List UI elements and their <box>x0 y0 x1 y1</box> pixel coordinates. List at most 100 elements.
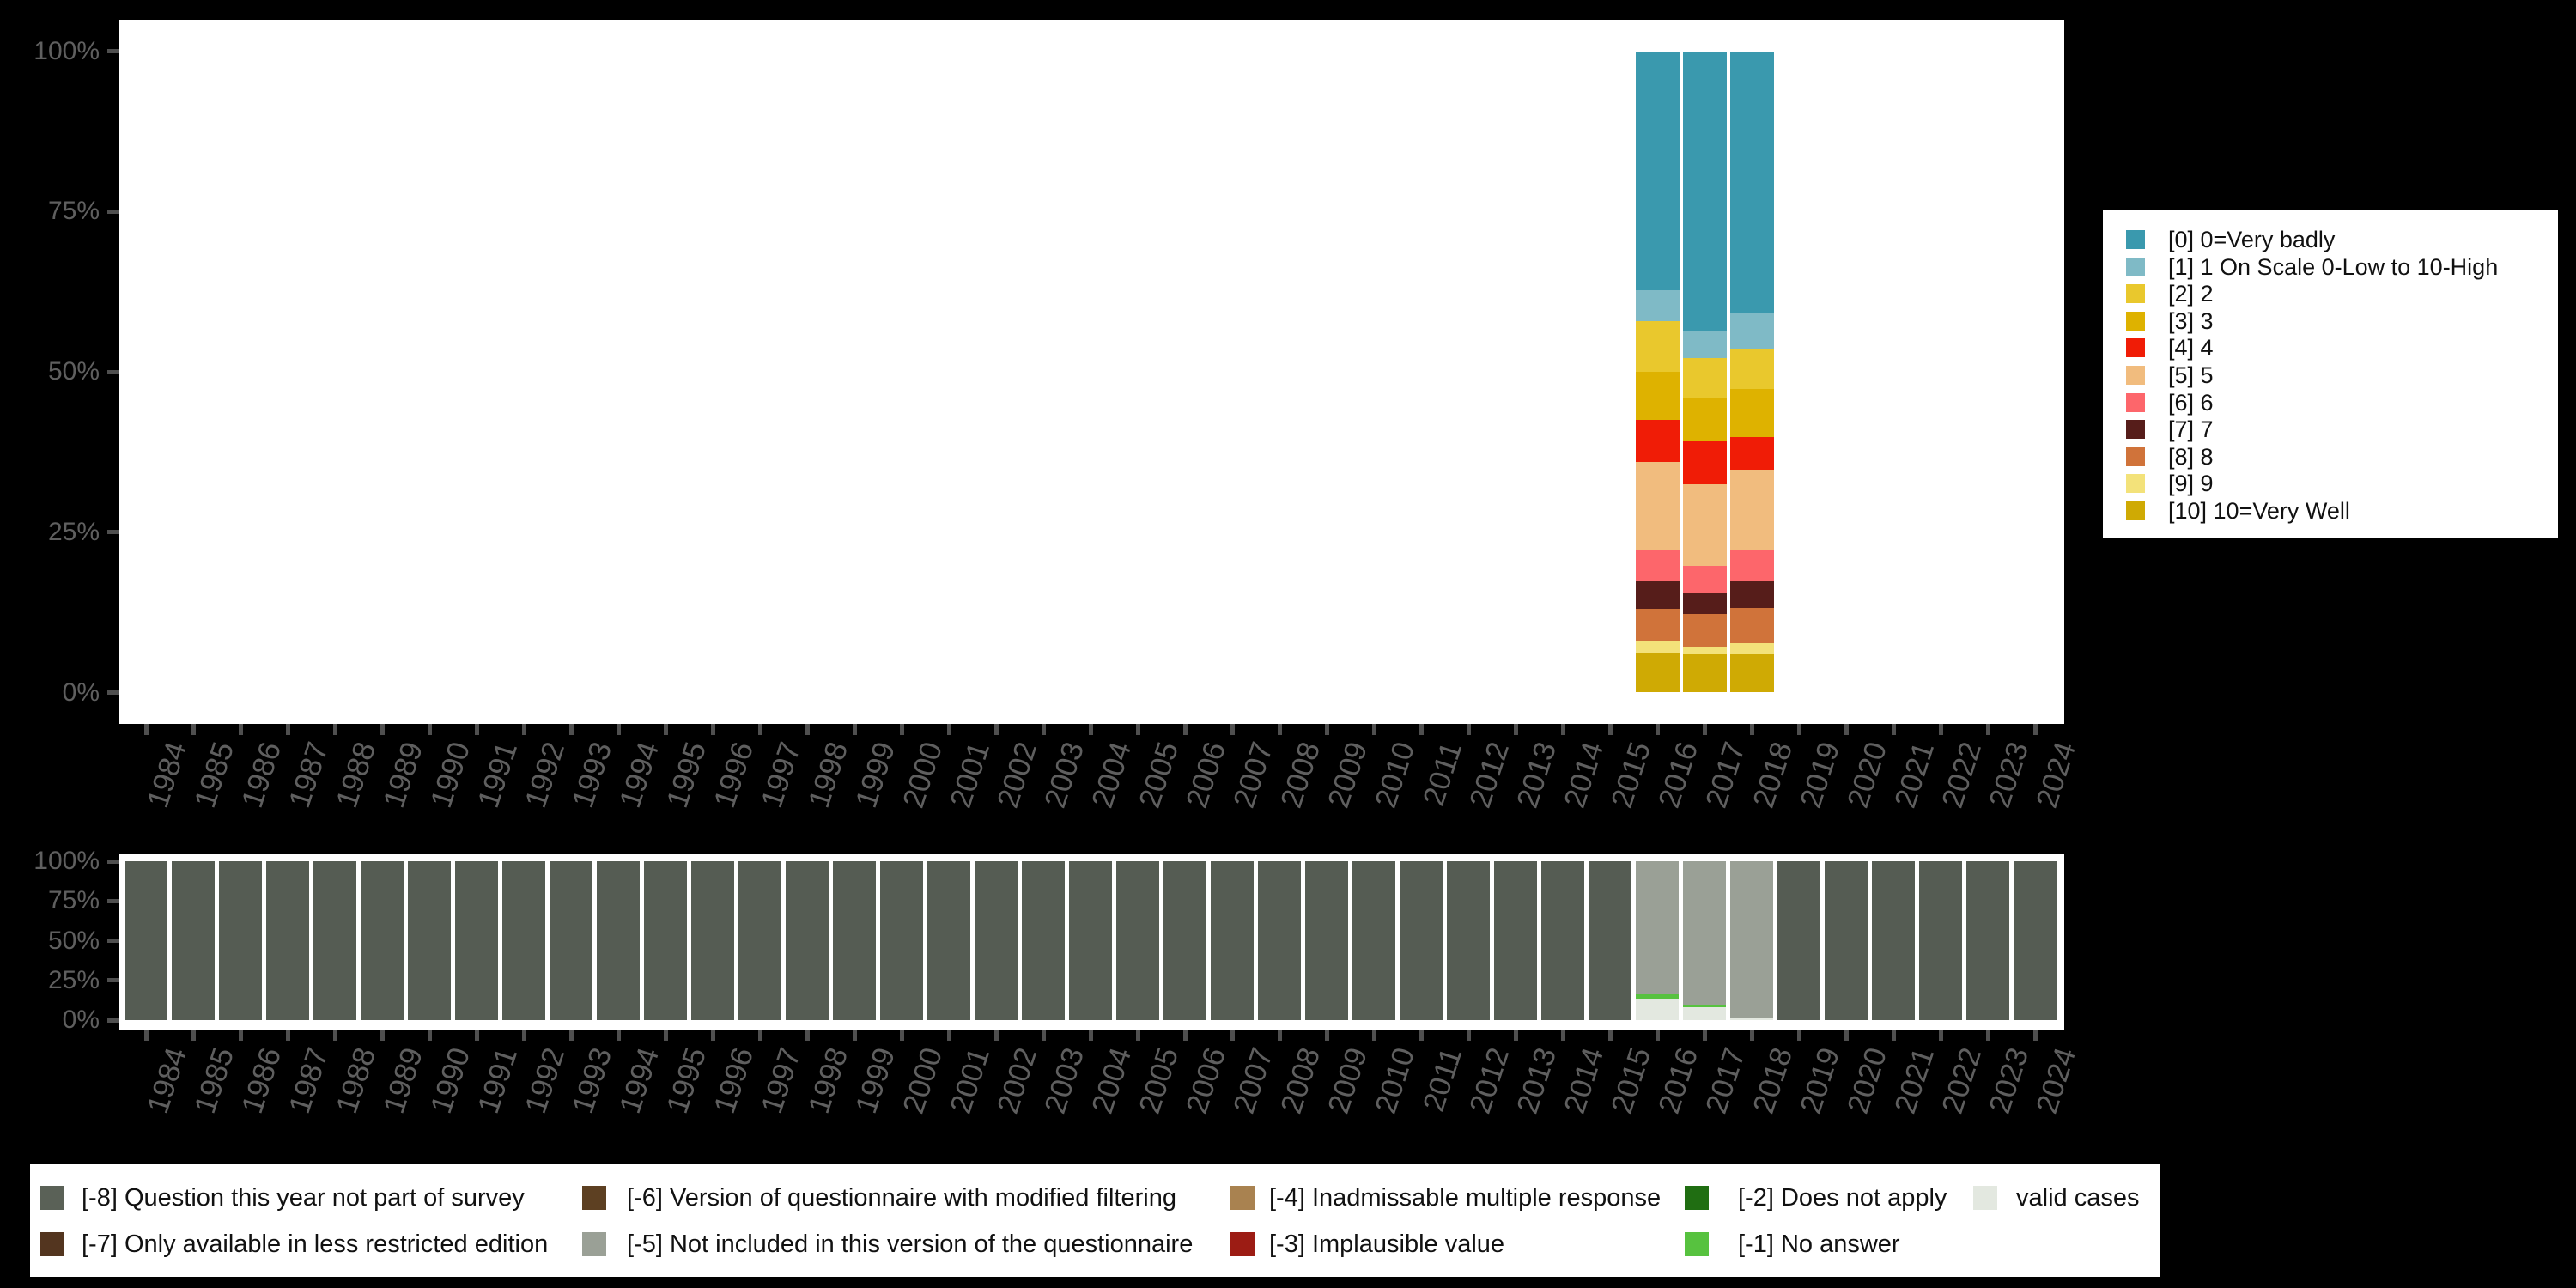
legend-label: [-1] No answer <box>1738 1230 1900 1258</box>
missing-bar-1996 <box>691 861 734 1020</box>
x-axis-tick <box>1513 1030 1518 1041</box>
missing-bar-2019 <box>1777 861 1820 1020</box>
segment-7 <box>1729 581 1774 608</box>
x-axis-tick <box>1277 1030 1282 1041</box>
segment--8 <box>597 861 640 1020</box>
legend-label: [6] 6 <box>2168 389 2214 416</box>
segment-2 <box>1729 349 1774 390</box>
missing-bar-1994 <box>597 861 640 1020</box>
x-axis-tick <box>899 1030 904 1041</box>
segment-0 <box>1635 51 1680 291</box>
segment-0 <box>1682 51 1727 331</box>
x-axis-tick <box>427 724 432 735</box>
x-axis-tick <box>568 1030 574 1041</box>
segment--5 <box>1636 861 1679 995</box>
x-axis-tick <box>2032 1030 2038 1041</box>
missing-bar-1985 <box>172 861 215 1020</box>
x-axis-tick <box>1466 724 1471 735</box>
x-axis-tick <box>1607 1030 1613 1041</box>
segment-1 <box>1682 331 1727 358</box>
segment--8 <box>1400 861 1443 1020</box>
missing-bar-2010 <box>1352 861 1395 1020</box>
missing-bar-1993 <box>550 861 592 1020</box>
segment-10 <box>1635 653 1680 693</box>
segment-2 <box>1682 357 1727 398</box>
legend-swatch <box>40 1232 64 1256</box>
y-axis-label: 100% <box>33 847 100 875</box>
x-axis-tick <box>946 1030 951 1041</box>
y-axis-label: 75% <box>47 886 100 915</box>
x-axis-tick <box>521 1030 526 1041</box>
y-axis-tick <box>107 898 119 903</box>
segment--8 <box>1872 861 1915 1020</box>
y-axis-label: 0% <box>62 677 100 707</box>
segment--8 <box>1163 861 1206 1020</box>
segment-3 <box>1729 389 1774 438</box>
segment--8 <box>880 861 923 1020</box>
x-axis-tick <box>1088 724 1093 735</box>
y-axis-tick <box>107 49 119 53</box>
x-axis-tick <box>805 724 810 735</box>
x-axis-tick <box>1419 724 1424 735</box>
legend-label: [-4] Inadmissable multiple response <box>1269 1184 1662 1212</box>
segment--8 <box>927 861 970 1020</box>
x-axis-tick <box>1466 1030 1471 1041</box>
x-axis-tick <box>710 1030 715 1041</box>
legend-label: [-5] Not included in this version of the… <box>627 1230 1194 1258</box>
segment--1 <box>1636 994 1679 999</box>
x-axis-tick <box>1041 1030 1046 1041</box>
x-axis-tick <box>1702 1030 1707 1041</box>
segment-9 <box>1682 646 1727 654</box>
segment--8 <box>455 861 498 1020</box>
segment-1 <box>1729 312 1774 349</box>
legend-label: [7] 7 <box>2168 416 2214 443</box>
missing-bar-1988 <box>313 861 356 1020</box>
segment-5 <box>1682 484 1727 566</box>
missing-bar-1987 <box>266 861 309 1020</box>
y-axis-label: 50% <box>47 926 100 955</box>
x-axis-tick <box>852 1030 857 1041</box>
x-axis-tick <box>805 1030 810 1041</box>
distribution-bar-2016 <box>1635 51 1680 693</box>
segment-1 <box>1635 290 1680 321</box>
legend-label: [-6] Version of questionnaire with modif… <box>627 1184 1176 1212</box>
missing-bar-2009 <box>1305 861 1348 1020</box>
legend-swatch <box>2126 501 2145 520</box>
missing-bar-2017 <box>1683 861 1726 1020</box>
segment-7 <box>1682 593 1727 614</box>
x-axis-tick <box>191 1030 196 1041</box>
missing-bar-2000 <box>880 861 923 1020</box>
segment-8 <box>1729 607 1774 643</box>
legend-swatch <box>2126 338 2145 358</box>
x-axis-tick <box>616 1030 621 1041</box>
segment-6 <box>1729 550 1774 582</box>
segment--8 <box>1447 861 1490 1020</box>
segment--8 <box>833 861 876 1020</box>
x-axis-tick <box>1655 1030 1660 1041</box>
legend-label: valid cases <box>2016 1184 2140 1212</box>
segment-6 <box>1682 565 1727 594</box>
legend-swatch <box>1685 1232 1709 1256</box>
missing-bar-1995 <box>644 861 687 1020</box>
x-axis-tick <box>1371 1030 1376 1041</box>
legend-label: [3] 3 <box>2168 307 2214 334</box>
segment--8 <box>2014 861 2057 1020</box>
segment--8 <box>550 861 592 1020</box>
x-axis-tick <box>380 724 385 735</box>
x-axis-tick <box>191 724 196 735</box>
segment-8 <box>1635 608 1680 641</box>
missing-bar-1992 <box>502 861 545 1020</box>
y-axis-label: 25% <box>47 965 100 994</box>
segment--5 <box>1683 861 1726 1005</box>
x-axis-tick <box>1135 1030 1140 1041</box>
segment--8 <box>361 861 404 1020</box>
segment--8 <box>502 861 545 1020</box>
legend-swatch <box>2126 230 2145 249</box>
segment--8 <box>1069 861 1112 1020</box>
segment-2 <box>1635 320 1680 372</box>
segment--8 <box>1305 861 1348 1020</box>
segment--8 <box>1352 861 1395 1020</box>
missing-bar-2011 <box>1400 861 1443 1020</box>
x-axis-tick <box>1182 724 1188 735</box>
segment--8 <box>1589 861 1631 1020</box>
